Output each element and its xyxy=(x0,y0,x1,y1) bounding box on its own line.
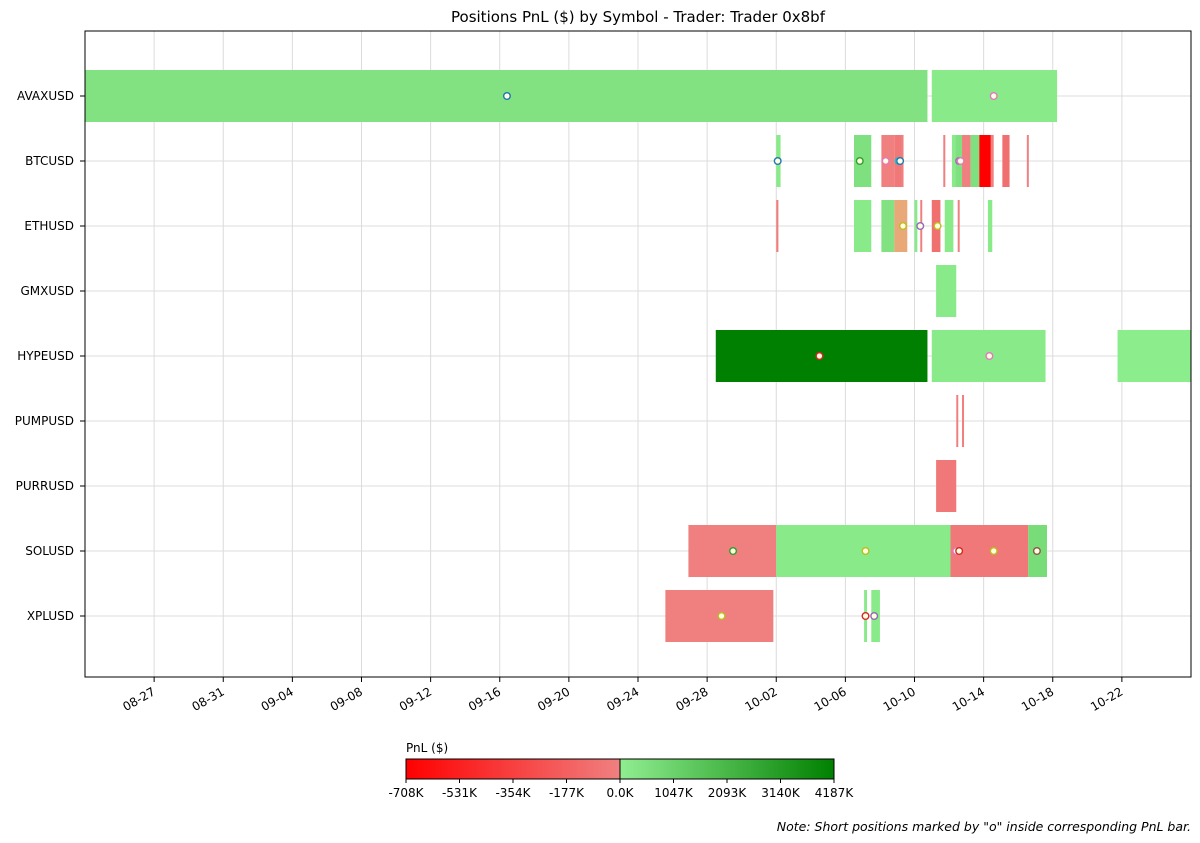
short-marker xyxy=(933,221,942,230)
short-marker xyxy=(916,221,925,230)
colorbar-tick-label: 4187K xyxy=(815,786,855,800)
x-tick-label: 08-31 xyxy=(190,684,227,714)
x-tick-label: 10-10 xyxy=(881,684,918,714)
short-marker xyxy=(896,156,905,165)
pnl-bar xyxy=(854,200,872,252)
y-tick-label: PUMPUSD xyxy=(15,414,74,428)
y-tick-label: SOLUSD xyxy=(25,544,74,558)
pnl-bar xyxy=(1117,330,1191,382)
pnl-bar xyxy=(957,200,960,252)
x-tick-label: 09-08 xyxy=(328,684,365,714)
x-tick-label: 09-12 xyxy=(397,684,434,714)
pnl-bar xyxy=(962,135,971,187)
pnl-bar xyxy=(956,395,959,447)
y-tick-label: ETHUSD xyxy=(24,219,74,233)
pnl-bar xyxy=(936,265,957,317)
position-bars xyxy=(85,70,1191,642)
x-tick-label: 09-04 xyxy=(259,684,296,714)
colorbar-tick-label: 2093K xyxy=(708,786,748,800)
short-marker xyxy=(898,221,907,230)
pnl-bar xyxy=(936,460,957,512)
y-tick-label: HYPEUSD xyxy=(17,349,74,363)
colorbar-tick-label: 0.0K xyxy=(607,786,635,800)
short-marker xyxy=(989,91,998,100)
short-marker xyxy=(502,91,511,100)
pnl-bar xyxy=(1002,135,1010,187)
pnl-bar xyxy=(979,135,991,187)
pnl-bar xyxy=(950,525,1029,577)
chart-note: Note: Short positions marked by "o" insi… xyxy=(777,819,1191,834)
x-tick-label: 09-16 xyxy=(466,684,503,714)
short-marker xyxy=(985,352,994,361)
pnl-bar xyxy=(1026,135,1029,187)
y-axis: AVAXUSD BTCUSD ETHUSD GMXUSD HYPEUSD PUMPUSD P… xyxy=(15,89,85,623)
short-marker xyxy=(855,156,864,165)
colorbar-positive xyxy=(620,759,834,779)
x-tick-label: 10-06 xyxy=(812,684,849,714)
colorbar-tick-label: -708K xyxy=(388,786,424,800)
short-marker xyxy=(955,547,964,556)
pnl-bar xyxy=(943,135,946,187)
x-tick-label: 09-24 xyxy=(604,684,641,714)
pnl-bar xyxy=(776,200,779,252)
short-marker xyxy=(729,547,738,556)
pnl-bar xyxy=(881,200,895,252)
colorbar: PnL ($) -708K -531K -354K -177K 0.0K 1047K 209… xyxy=(388,741,854,800)
short-marker xyxy=(1032,547,1041,556)
short-marker xyxy=(815,352,824,361)
short-marker xyxy=(861,612,870,621)
colorbar-tick-label: -177K xyxy=(549,786,585,800)
short-marker xyxy=(870,612,879,621)
colorbar-tick-label: 1047K xyxy=(654,786,694,800)
pnl-bar xyxy=(970,135,980,187)
y-tick-label: GMXUSD xyxy=(20,284,74,298)
short-marker xyxy=(989,547,998,556)
short-marker xyxy=(881,156,890,165)
colorbar-tick-label: 3140K xyxy=(761,786,801,800)
colorbar-tick-label: -354K xyxy=(495,786,531,800)
pnl-bar xyxy=(962,395,965,447)
short-marker xyxy=(717,612,726,621)
x-tick-label: 10-22 xyxy=(1088,684,1125,714)
colorbar-ticks: -708K -531K -354K -177K 0.0K 1047K 2093K 3140K 4… xyxy=(388,779,854,800)
colorbar-negative xyxy=(406,759,620,779)
chart-title: Positions PnL ($) by Symbol - Trader: Tr… xyxy=(451,8,826,26)
y-tick-label: XPLUSD xyxy=(27,609,74,623)
y-tick-label: BTCUSD xyxy=(25,154,74,168)
short-marker xyxy=(773,156,782,165)
pnl-bar xyxy=(951,135,956,187)
pnl-bar xyxy=(987,200,993,252)
y-tick-label: PURRUSD xyxy=(16,479,74,493)
short-marker xyxy=(956,156,965,165)
pnl-bar xyxy=(914,200,918,252)
x-tick-label: 09-28 xyxy=(673,684,710,714)
x-tick-label: 10-14 xyxy=(950,684,987,714)
x-tick-label: 10-18 xyxy=(1019,684,1056,714)
x-axis: 08-27 08-31 09-04 09-08 09-12 09-16 09-20 09-24… xyxy=(120,677,1125,714)
x-tick-label: 09-20 xyxy=(535,684,572,714)
y-tick-label: AVAXUSD xyxy=(17,89,74,103)
colorbar-tick-label: -531K xyxy=(442,786,478,800)
pnl-bar xyxy=(990,135,994,187)
x-tick-label: 08-27 xyxy=(120,684,157,714)
colorbar-label: PnL ($) xyxy=(406,741,448,755)
short-marker xyxy=(861,547,870,556)
short-markers xyxy=(502,91,1041,621)
x-tick-label: 10-02 xyxy=(743,684,780,714)
pnl-bar xyxy=(944,200,954,252)
